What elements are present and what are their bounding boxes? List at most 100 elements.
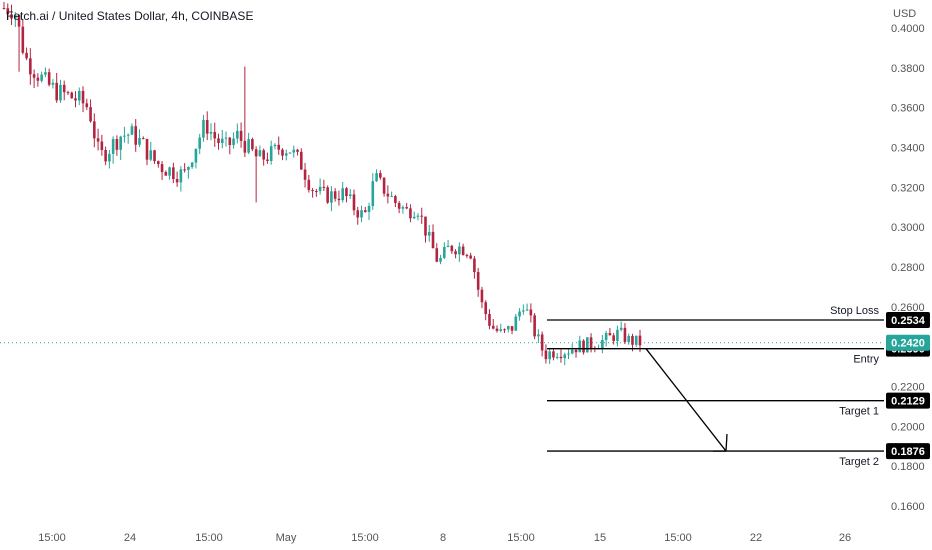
- candle-body: [307, 179, 311, 191]
- candle-body: [476, 272, 480, 290]
- candle-body: [104, 149, 107, 162]
- candle-body: [567, 353, 570, 355]
- x-tick-label: 15:00: [664, 532, 692, 544]
- level-label: Target 2: [839, 456, 879, 468]
- x-tick-label: 15:00: [195, 532, 223, 544]
- candle-body: [96, 138, 100, 142]
- candle-body: [190, 162, 194, 168]
- candle-body: [149, 150, 153, 160]
- candle-body: [123, 135, 126, 137]
- chart-title: Fetch.ai / United States Dollar, 4h, COI…: [6, 9, 253, 23]
- candle-body: [563, 354, 567, 359]
- candle-body: [168, 167, 171, 176]
- level-label: Stop Loss: [830, 305, 879, 317]
- currency-label: USD: [893, 8, 916, 20]
- candle-body: [160, 164, 164, 173]
- candle-body: [198, 137, 201, 149]
- candle-body: [36, 77, 40, 81]
- x-tick-label: 26: [839, 532, 851, 544]
- candle-body: [228, 137, 232, 145]
- candle-body: [529, 309, 533, 316]
- candle-body: [209, 131, 213, 134]
- candle-body: [582, 340, 585, 353]
- candle-body: [488, 314, 491, 326]
- candle-body: [126, 134, 130, 136]
- candle-body: [220, 138, 224, 143]
- candle-body: [537, 334, 540, 337]
- candle-body: [525, 309, 529, 311]
- candle-body: [70, 92, 74, 99]
- candle-body: [187, 167, 190, 170]
- level-price-badge: [886, 311, 930, 328]
- candle-body: [431, 231, 435, 249]
- candle-body: [367, 205, 371, 212]
- level-price-text: 0.2534: [891, 315, 926, 327]
- candle-body: [473, 258, 476, 273]
- x-tick-label: 22: [750, 532, 762, 544]
- candle-body: [552, 351, 555, 358]
- candle-body: [390, 196, 393, 198]
- y-tick-label: 0.3400: [891, 142, 925, 154]
- candle-body: [55, 82, 58, 101]
- candle-body: [326, 187, 329, 203]
- candle-body: [555, 356, 559, 358]
- projection-arrow: [645, 348, 728, 452]
- candle-body: [578, 340, 582, 353]
- candle-body: [450, 245, 454, 252]
- candle-body: [32, 74, 36, 78]
- candle-body: [559, 356, 563, 359]
- candle-body: [412, 216, 416, 219]
- candle-body: [330, 191, 333, 203]
- candle-body: [93, 121, 96, 139]
- candle-body: [130, 126, 134, 135]
- candle-body: [503, 329, 506, 331]
- candle-body: [47, 72, 51, 85]
- candle-body: [394, 196, 397, 203]
- candle-body: [62, 84, 66, 93]
- x-tick-label: May: [276, 532, 297, 544]
- current-price-badge: [886, 334, 930, 351]
- candle-body: [243, 140, 247, 153]
- candle-body: [172, 167, 175, 180]
- candle-body: [612, 335, 615, 341]
- candle-body: [284, 153, 288, 156]
- x-tick-label: 15:00: [507, 532, 535, 544]
- candle-body: [574, 349, 578, 353]
- candle-body: [540, 334, 544, 351]
- candle-body: [601, 339, 604, 349]
- level-price-badge: [886, 443, 930, 460]
- candle-body: [337, 198, 341, 201]
- x-axis: 15:00 24 15:00 May 15:00 8 15:00 15 15:00 22 26: [38, 532, 851, 544]
- candle-body: [386, 193, 390, 197]
- candle-body: [356, 210, 360, 218]
- current-price-text: 0.2420: [891, 338, 925, 350]
- candle-body: [480, 289, 484, 303]
- candle-body: [570, 349, 574, 354]
- candle-body: [439, 257, 442, 262]
- y-tick-label: 0.1800: [891, 461, 925, 473]
- y-tick-label: 0.2600: [891, 302, 925, 314]
- candle-body: [254, 149, 258, 157]
- candle-body: [141, 138, 145, 140]
- candle-body: [10, 14, 13, 19]
- candle-body: [416, 215, 420, 217]
- candle-body: [300, 151, 303, 170]
- arrow-shaft: [645, 348, 727, 452]
- candle-body: [51, 82, 55, 85]
- candle-body: [424, 216, 427, 236]
- candle-body: [145, 138, 149, 160]
- candle-body: [461, 246, 465, 255]
- candle-body: [119, 136, 122, 150]
- candle-body: [281, 149, 284, 156]
- candle-body: [465, 254, 469, 256]
- candle-body: [183, 169, 186, 171]
- candle-body: [619, 327, 623, 330]
- candle-body: [247, 139, 250, 153]
- candle-body: [341, 188, 344, 201]
- candle-body: [115, 139, 119, 150]
- candle-body: [360, 210, 363, 218]
- candle-body: [522, 310, 525, 312]
- x-tick-label: 15:00: [351, 532, 379, 544]
